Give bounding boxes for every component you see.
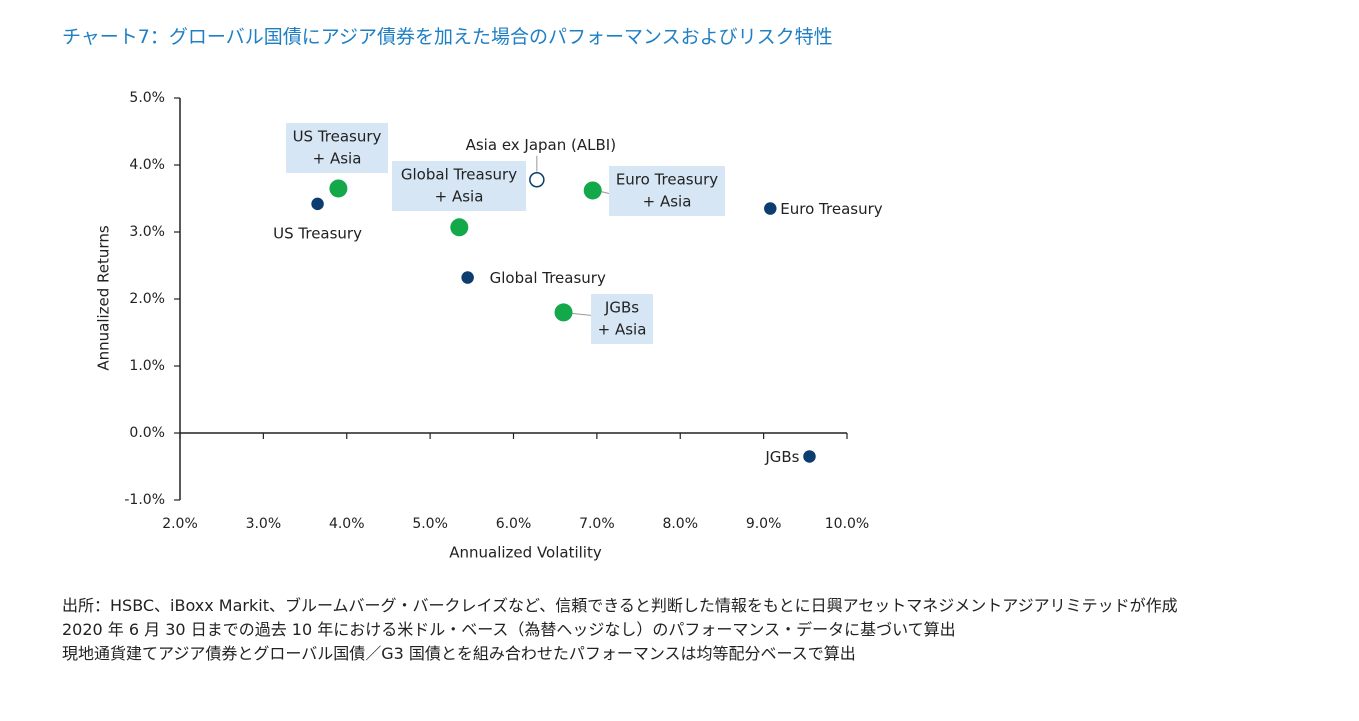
scatter-chart: 5.0% 4.0% 3.0% 2.0% 1.0% 0.0% -1.0% 2.0% 3.0% 4.0… xyxy=(95,90,883,562)
x-tick-label: 8.0% xyxy=(662,516,698,532)
data-point-standalone xyxy=(459,269,476,286)
y-tick-label: 1.0% xyxy=(129,358,165,374)
data-point-standalone xyxy=(801,448,818,465)
x-tick-label: 10.0% xyxy=(825,516,869,532)
source-note-3: 現地通貨建てアジア債券とグローバル国債／G3 国債とを組み合わせたパフォーマンス… xyxy=(62,644,856,663)
point-label: JGBs xyxy=(604,299,639,317)
x-tick-label: 9.0% xyxy=(746,516,782,532)
data-point-combined xyxy=(329,179,348,198)
source-note-2: 2020 年 6 月 30 日までの過去 10 年における米ドル・ベース（為替ヘ… xyxy=(62,620,956,639)
chart-title: チャート7：グローバル国債にアジア債券を加えた場合のパフォーマンスおよびリスク特… xyxy=(62,26,833,48)
point-label: US Treasury xyxy=(293,128,382,146)
x-tick-label: 3.0% xyxy=(246,516,282,532)
x-axis-label: Annualized Volatility xyxy=(449,544,602,562)
point-label: Euro Treasury xyxy=(780,200,882,218)
data-point-asia xyxy=(529,171,545,188)
x-tick-label: 5.0% xyxy=(412,516,448,532)
x-tick-label: 7.0% xyxy=(579,516,615,532)
y-tick-label: 4.0% xyxy=(129,157,165,173)
x-tick-label: 4.0% xyxy=(329,516,365,532)
point-label-box xyxy=(609,166,725,216)
point-label: Euro Treasury xyxy=(616,171,718,189)
data-point-combined xyxy=(554,303,573,322)
data-point-standalone xyxy=(762,200,779,217)
point-label: Global Treasury xyxy=(490,269,606,287)
point-label-box xyxy=(392,161,526,211)
point-label-box xyxy=(591,294,653,344)
data-point-combined xyxy=(583,181,602,200)
point-label: + Asia xyxy=(598,321,647,339)
leader-line xyxy=(571,312,592,316)
y-tick-label: 2.0% xyxy=(129,291,165,307)
leader-line xyxy=(600,190,610,194)
y-tick-label: -1.0% xyxy=(124,492,165,508)
point-label: JGBs xyxy=(764,448,799,466)
y-axis-label: Annualized Returns xyxy=(95,225,113,370)
data-point-combined xyxy=(450,218,469,237)
point-label: Global Treasury xyxy=(401,166,517,184)
x-tick-label: 6.0% xyxy=(496,516,532,532)
point-label: Asia ex Japan (ALBI) xyxy=(466,136,616,154)
source-notes: 出所：HSBC、iBoxx Markit、ブルームバーグ・バークレイズなど、信頼… xyxy=(62,594,1322,666)
source-note-1: 出所：HSBC、iBoxx Markit、ブルームバーグ・バークレイズなど、信頼… xyxy=(62,596,1178,615)
y-tick-label: 0.0% xyxy=(129,425,165,441)
point-label-box xyxy=(286,123,388,173)
data-point-standalone xyxy=(309,196,326,212)
point-label: + Asia xyxy=(435,188,484,206)
point-label: US Treasury xyxy=(273,224,362,242)
point-label: + Asia xyxy=(643,193,692,211)
y-tick-label: 5.0% xyxy=(129,90,165,106)
x-tick-label: 2.0% xyxy=(162,516,198,532)
point-label: + Asia xyxy=(313,150,362,168)
y-tick-label: 3.0% xyxy=(129,224,165,240)
